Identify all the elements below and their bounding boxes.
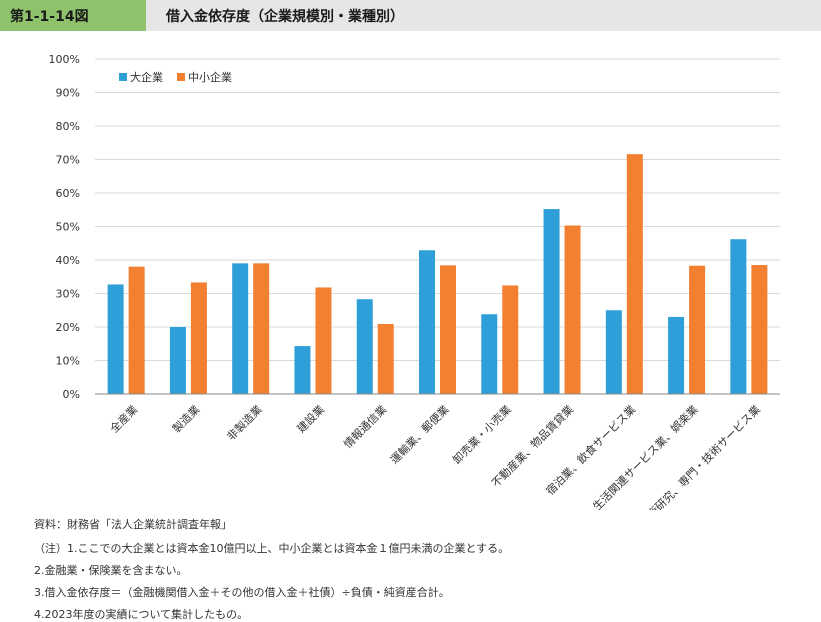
- bar-large: [730, 239, 747, 394]
- bar-large: [419, 250, 435, 394]
- figure-number-tab: 第1-1-14図: [0, 0, 146, 31]
- bar-sme: [377, 323, 394, 394]
- bar-large: [294, 346, 311, 394]
- bars: [107, 154, 768, 394]
- bar-sme: [315, 287, 332, 394]
- y-axis: 0% 10% 20% 30% 40% 50% 60% 70% 80% 90% 100%: [49, 53, 80, 401]
- bar-sme: [253, 263, 270, 394]
- y-tick-label: 70%: [56, 154, 80, 167]
- bar-large: [356, 299, 373, 394]
- x-tick-label: 建設業: [294, 402, 327, 435]
- legend-label: 大企業: [130, 70, 163, 84]
- x-tick-label: 全産業: [107, 402, 140, 435]
- y-tick-label: 40%: [56, 254, 80, 267]
- figure-header: 第1-1-14図 借入金依存度（企業規模別・業種別）: [0, 0, 821, 31]
- y-tick-label: 80%: [56, 120, 80, 133]
- bar-large: [543, 209, 560, 394]
- bar-sme: [689, 265, 706, 394]
- y-tick-label: 30%: [56, 288, 80, 301]
- grid-lines: [95, 58, 780, 361]
- x-tick-label: 卸売業・小売業: [450, 402, 514, 466]
- bar-large: [481, 314, 498, 394]
- x-tick-label: 生活関連サービス業、娯楽業: [590, 402, 701, 510]
- y-tick-label: 90%: [56, 87, 80, 100]
- y-tick-label: 20%: [56, 321, 80, 334]
- bar-large: [668, 316, 685, 394]
- bar-sme: [440, 265, 456, 394]
- figure-number: 第1-1-14図: [10, 9, 89, 25]
- bar-sme: [128, 266, 145, 394]
- note-2: 2.金融業・保険業を含まない。: [34, 564, 188, 577]
- bar-large: [605, 310, 622, 394]
- x-axis: 全産業 製造業 非製造業 建設業 情報通信業運輸業、郵便業卸売業・小売業不動産業、物品賃…: [95, 393, 780, 510]
- note-1: （注）1.ここでの大企業とは資本金10億円以上、中小企業とは資本金１億円未満の企…: [34, 542, 510, 555]
- note-4: 4.2023年度の実績について集計したもの。: [34, 608, 249, 621]
- legend-swatch: [119, 73, 127, 81]
- bar-large: [107, 284, 124, 394]
- x-tick-label: 非製造業: [224, 402, 265, 443]
- legend-label: 中小企業: [188, 70, 232, 84]
- bar-large: [169, 327, 186, 394]
- bar-sme: [626, 154, 643, 394]
- y-tick-label: 100%: [49, 53, 80, 66]
- legend: 大企業 中小企業: [119, 70, 232, 84]
- x-tick-label: 運輸業、郵便業: [387, 402, 451, 466]
- bar-sme: [751, 265, 768, 394]
- legend-swatch: [177, 73, 185, 81]
- x-tick-label: 情報通信業: [341, 403, 389, 451]
- source-note: 資料：財務省「法人企業統計調査年報」: [34, 518, 232, 531]
- y-tick-label: 10%: [56, 355, 80, 368]
- figure-title: 借入金依存度（企業規模別・業種別）: [166, 9, 404, 25]
- x-tick-label: 製造業: [169, 402, 202, 435]
- bar-chart: 0% 10% 20% 30% 40% 50% 60% 70% 80% 90% 100% 全産業 製造業…: [49, 53, 780, 510]
- bar-large: [232, 263, 249, 394]
- bar-sme: [190, 282, 207, 394]
- bar-sme: [502, 285, 519, 394]
- note-3: 3.借入金依存度＝（金融機関借入金＋その他の借入金＋社債）÷負債・純資産合計。: [34, 586, 450, 599]
- y-tick-label: 0%: [63, 388, 80, 401]
- bar-sme: [564, 225, 581, 394]
- y-tick-label: 60%: [56, 187, 80, 200]
- y-tick-label: 50%: [56, 221, 80, 234]
